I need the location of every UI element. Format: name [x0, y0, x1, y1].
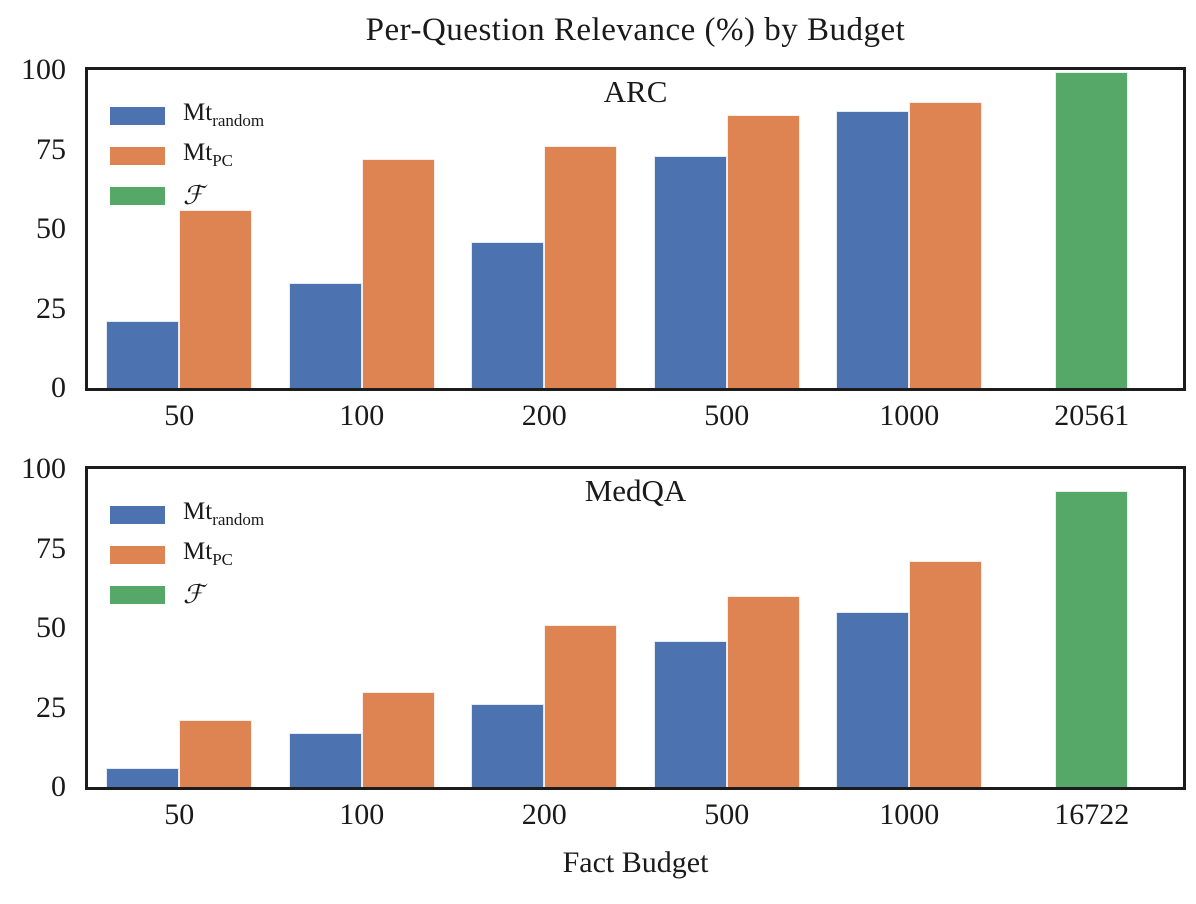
bar-mt_pc-50	[179, 720, 253, 787]
x-tick-label: 50	[164, 399, 195, 432]
x-tick-label: 16722	[1054, 798, 1130, 831]
bar-group-1000	[818, 469, 1001, 787]
bar-mt_pc-1000	[909, 101, 983, 388]
y-axis-ticks: 0 25 50 75 100	[0, 55, 76, 403]
legend-item: MtPC	[110, 535, 264, 575]
legend: Mtrandom MtPC ℱ	[110, 96, 264, 216]
x-axis-ticks: 50 100 200 500 1000 16722	[88, 793, 1183, 837]
legend-label: ℱ	[183, 181, 204, 210]
x-tick-label: 1000	[879, 798, 940, 831]
bar-mt_pc-500	[726, 114, 800, 388]
legend-swatch-icon	[110, 546, 165, 564]
bar-group-200	[453, 70, 636, 388]
y-tick-label: 100	[21, 53, 66, 86]
bar-group-1000	[818, 70, 1001, 388]
bar-mt_random-100	[288, 283, 362, 388]
legend-label: Mtrandom	[183, 497, 265, 529]
x-tick-label: 50	[164, 798, 195, 831]
legend-label: MtPC	[183, 138, 233, 170]
bar-group-500	[636, 469, 819, 787]
bar-groups	[88, 70, 1183, 388]
legend-item: ℱ	[110, 575, 264, 615]
x-tick-label: 20561	[1054, 399, 1130, 432]
bar-mt_random-1000	[836, 612, 910, 787]
legend-swatch-icon	[110, 506, 165, 524]
bar-mt_random-500	[653, 640, 727, 787]
legend: Mtrandom MtPC ℱ	[110, 495, 264, 615]
x-tick-label: 1000	[879, 399, 940, 432]
x-axis-ticks: 50 100 200 500 1000 20561	[88, 394, 1183, 438]
bar-mt_random-200	[471, 241, 545, 388]
bar-mt_pc-50	[179, 209, 253, 388]
figure-title: Per-Question Relevance (%) by Budget	[365, 12, 906, 48]
bar-groups	[88, 469, 1183, 787]
y-tick-label: 25	[36, 291, 66, 325]
legend-label: Mtrandom	[183, 98, 265, 130]
bar-mt_pc-100	[361, 159, 435, 388]
x-axis-label: Fact Budget	[562, 846, 709, 879]
legend-item: ℱ	[110, 176, 264, 216]
y-axis-ticks: 0 25 50 75 100	[0, 454, 76, 802]
bar-mt_random-200	[471, 704, 545, 787]
legend-item: Mtrandom	[110, 495, 264, 535]
legend-item: Mtrandom	[110, 96, 264, 136]
bar-mt_random-1000	[836, 111, 910, 388]
y-tick-label: 50	[36, 212, 66, 245]
bar-mt_random-100	[288, 732, 362, 787]
y-tick-label: 0	[51, 371, 66, 404]
bar-group-100	[271, 70, 454, 388]
legend-item: MtPC	[110, 136, 264, 176]
bar-mt_pc-200	[544, 624, 618, 787]
x-tick-label: 100	[339, 798, 385, 831]
subplot-title: MedQA	[584, 473, 687, 508]
bar-group-20561	[1001, 70, 1184, 388]
bar-group-16722	[1001, 469, 1184, 787]
x-tick-label: 200	[521, 399, 567, 432]
bar-mt_pc-500	[726, 596, 800, 787]
x-tick-label: 500	[704, 798, 750, 831]
legend-swatch-icon	[110, 147, 165, 165]
legend-swatch-icon	[110, 586, 165, 604]
x-tick-label: 500	[704, 399, 750, 432]
y-tick-label: 75	[36, 132, 66, 166]
y-tick-label: 50	[36, 611, 66, 644]
legend-label: ℱ	[183, 580, 204, 609]
bar-group-500	[636, 70, 819, 388]
y-tick-label: 0	[51, 770, 66, 803]
y-tick-label: 100	[21, 452, 66, 485]
legend-label: MtPC	[183, 537, 233, 569]
bar-f-20561	[1055, 71, 1129, 388]
plot-area: MedQA Mtrandom MtPC ℱ	[85, 466, 1186, 790]
subplot-title: ARC	[603, 74, 668, 109]
bar-mt_random-50	[106, 767, 180, 787]
legend-swatch-icon	[110, 187, 165, 205]
bar-group-50	[88, 70, 271, 388]
bar-f-16722	[1055, 491, 1129, 787]
x-tick-label: 200	[521, 798, 567, 831]
bar-group-200	[453, 469, 636, 787]
legend-swatch-icon	[110, 107, 165, 125]
bar-group-50	[88, 469, 271, 787]
bar-mt_random-50	[106, 321, 180, 388]
plot-area: ARC Mtrandom MtPC ℱ	[85, 67, 1186, 391]
bar-mt_random-500	[653, 155, 727, 388]
x-tick-label: 100	[339, 399, 385, 432]
bar-group-100	[271, 469, 454, 787]
bar-mt_pc-100	[361, 691, 435, 787]
bar-mt_pc-200	[544, 146, 618, 388]
y-tick-label: 25	[36, 690, 66, 724]
bar-mt_pc-1000	[909, 561, 983, 787]
y-tick-label: 75	[36, 531, 66, 565]
